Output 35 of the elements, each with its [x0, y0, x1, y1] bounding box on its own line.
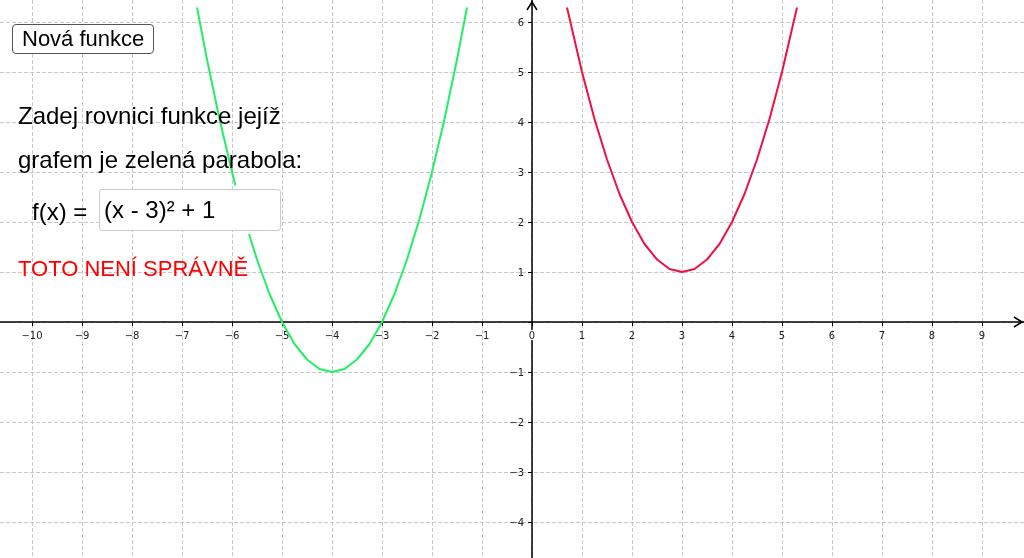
- y-tick-label: −3: [509, 466, 524, 478]
- x-tick-label: 7: [878, 329, 886, 341]
- y-tick-label: −4: [509, 516, 524, 528]
- x-tick-label: 3: [678, 329, 686, 341]
- x-tick-label: 4: [728, 329, 736, 341]
- x-tick-label: 5: [778, 329, 786, 341]
- x-tick-label: −6: [224, 329, 240, 341]
- x-tick-label: −2: [424, 329, 440, 341]
- x-tick-label: −1: [474, 329, 490, 341]
- y-tick-label: 2: [517, 216, 524, 228]
- y-tick-label: 5: [517, 66, 524, 78]
- x-tick-label: −4: [324, 329, 340, 341]
- y-tick-label: 3: [517, 166, 524, 178]
- y-tick-label: −1: [509, 366, 524, 378]
- x-tick-label: 8: [928, 329, 936, 341]
- x-tick-label: 6: [828, 329, 836, 341]
- x-tick-label: 0: [528, 329, 536, 341]
- y-tick-label: 6: [517, 16, 524, 28]
- annotation: f(x) =: [32, 198, 88, 226]
- x-tick-label: 9: [978, 329, 986, 341]
- button[interactable]: Nová funkce: [12, 24, 155, 54]
- y-tick-label: −2: [509, 416, 524, 428]
- line-series: [566, 6, 798, 273]
- x-tick-label: −7: [174, 329, 190, 341]
- x-tick-label: −9: [74, 329, 90, 341]
- x-tick-label: 1: [578, 329, 586, 341]
- text-field[interactable]: (x - 3)² + 1: [99, 189, 281, 231]
- x-tick-label: −3: [374, 329, 390, 341]
- x-tick-label: −10: [21, 329, 43, 341]
- y-tick-label: 4: [517, 116, 524, 128]
- x-tick-label: 2: [628, 329, 636, 341]
- x-tick-label: −8: [124, 329, 140, 341]
- y-tick-label: 1: [517, 266, 524, 278]
- annotation: TOTO NENÍ SPRÁVNĚ: [18, 256, 249, 282]
- x-tick-label: −5: [274, 329, 290, 341]
